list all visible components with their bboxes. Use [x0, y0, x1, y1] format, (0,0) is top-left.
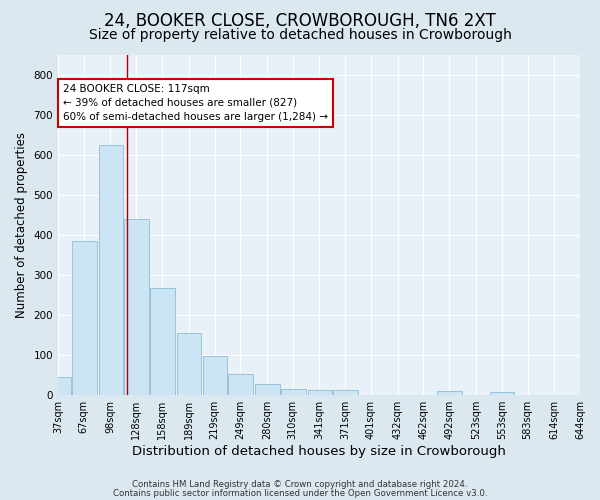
Text: Size of property relative to detached houses in Crowborough: Size of property relative to detached ho…: [89, 28, 511, 42]
Bar: [203, 356, 227, 395]
Text: 24, BOOKER CLOSE, CROWBOROUGH, TN6 2XT: 24, BOOKER CLOSE, CROWBOROUGH, TN6 2XT: [104, 12, 496, 30]
Bar: [177, 333, 202, 394]
Text: Contains HM Land Registry data © Crown copyright and database right 2024.: Contains HM Land Registry data © Crown c…: [132, 480, 468, 489]
Bar: [98, 145, 123, 394]
Bar: [71, 241, 97, 394]
Bar: [46, 376, 71, 394]
Bar: [334, 390, 358, 394]
Bar: [437, 391, 463, 394]
Y-axis label: Number of detached properties: Number of detached properties: [15, 132, 28, 318]
Bar: [150, 288, 175, 395]
Bar: [228, 374, 253, 394]
Bar: [490, 392, 514, 394]
Text: Contains public sector information licensed under the Open Government Licence v3: Contains public sector information licen…: [113, 489, 487, 498]
Text: 24 BOOKER CLOSE: 117sqm
← 39% of detached houses are smaller (827)
60% of semi-d: 24 BOOKER CLOSE: 117sqm ← 39% of detache…: [63, 84, 328, 122]
Bar: [281, 388, 306, 394]
Bar: [124, 219, 149, 394]
Bar: [308, 390, 332, 394]
X-axis label: Distribution of detached houses by size in Crowborough: Distribution of detached houses by size …: [132, 444, 506, 458]
Bar: [255, 384, 280, 394]
